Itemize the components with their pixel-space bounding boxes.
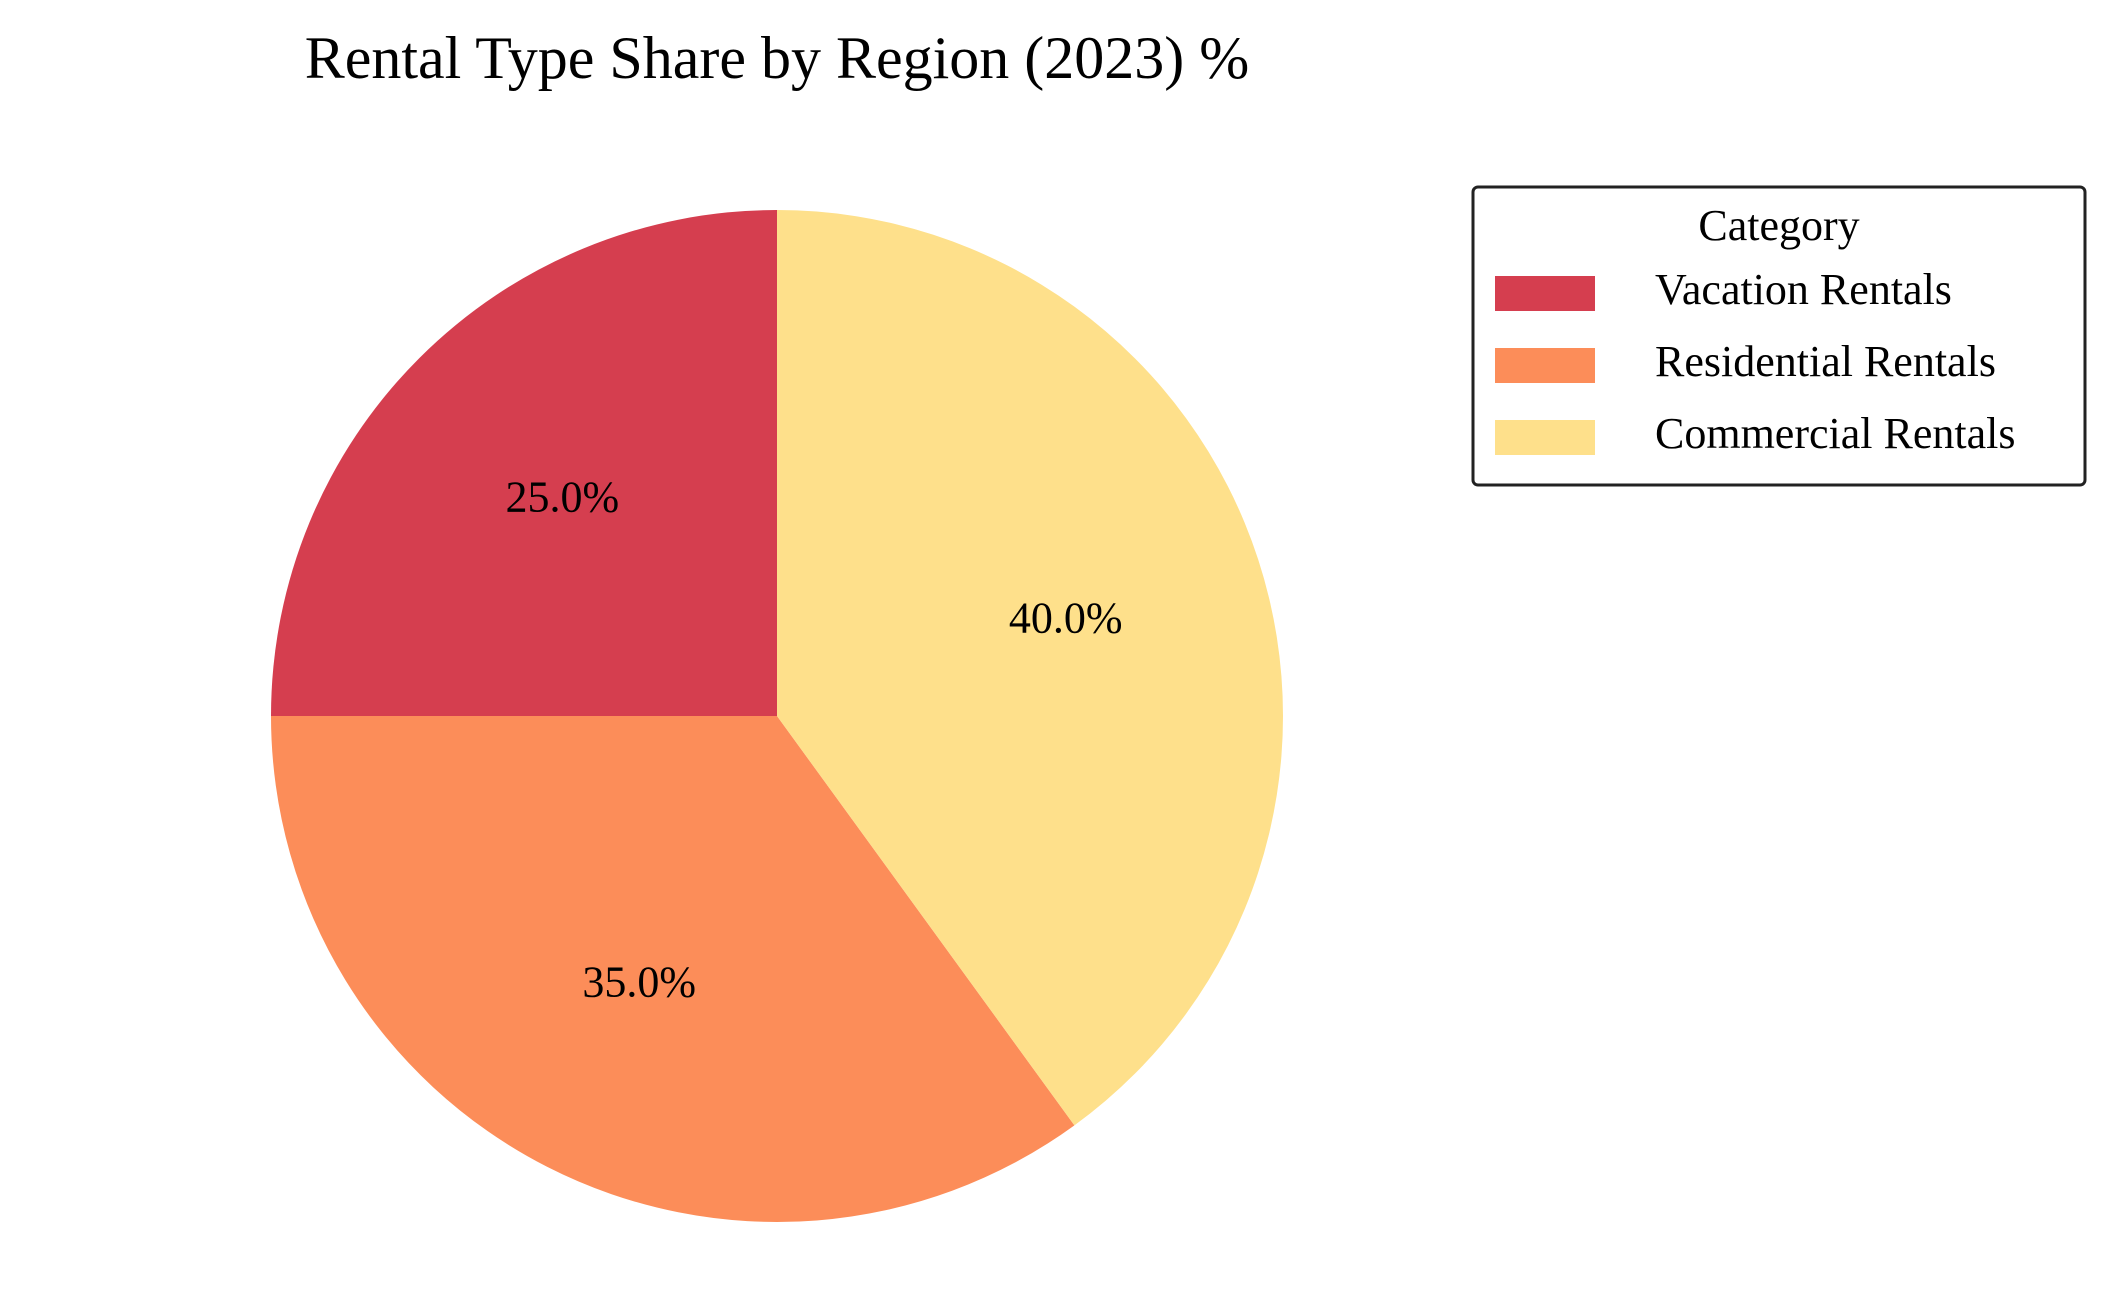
pie-slice-residential-rentals [271,716,1075,1222]
pie-value-label: 25.0% [505,472,619,521]
legend-label: Commercial Rentals [1655,409,2015,458]
pie-value-label: 40.0% [1009,593,1123,642]
legend-label: Residential Rentals [1655,337,1996,386]
legend-title: Category [1698,201,1859,250]
legend-swatch [1495,348,1595,383]
pie-slice-commercial-rentals [777,210,1284,1126]
legend-entries: Vacation Rentals Residential Rentals Comme… [1495,265,2015,458]
legend-frame [1471,185,2087,487]
pie-value-labels: 25.0% 35.0% 40.0% [505,472,1122,1006]
pie-slices [271,210,1284,1222]
legend-swatch [1495,420,1595,455]
pie-slice-vacation-rentals [271,210,777,716]
pie-value-label: 35.0% [582,958,696,1007]
legend-swatch [1495,276,1595,311]
legend: Category Vacation Rentals Residential Ren… [1471,185,2087,487]
chart-title: Rental Type Share by Region (2023) % [305,25,1250,91]
legend-label: Vacation Rentals [1655,265,1952,314]
